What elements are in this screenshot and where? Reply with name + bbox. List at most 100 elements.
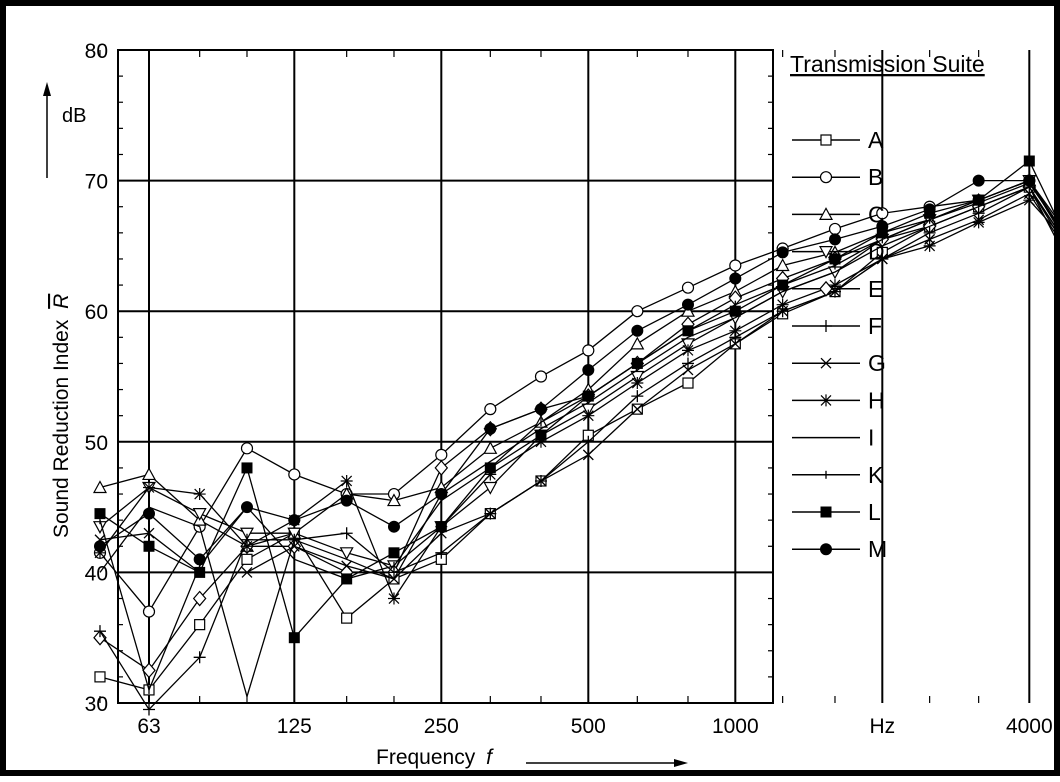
data-point: [93, 540, 106, 553]
data-point: [776, 298, 789, 311]
data-point: [876, 252, 889, 265]
data-point: [141, 467, 157, 481]
data-point: [92, 480, 107, 494]
legend-item-A: A: [792, 127, 884, 153]
data-point: [434, 459, 449, 476]
legend-item-E: E: [792, 276, 883, 302]
data-point: [828, 233, 841, 246]
y-axis-symbol: R: [50, 294, 73, 309]
data-point: [339, 547, 354, 561]
legend-item-M: M: [792, 536, 887, 562]
data-point: [631, 390, 644, 403]
data-point: [973, 194, 985, 206]
data-point: [143, 703, 155, 716]
data-point: [193, 651, 206, 664]
data-point: [388, 547, 400, 559]
legend-label: H: [868, 387, 885, 413]
data-point: [340, 494, 353, 507]
series-layer: [92, 155, 1060, 716]
series-line: [99, 199, 1060, 600]
data-point: [820, 543, 832, 556]
data-point: [143, 527, 155, 539]
data-point: [820, 394, 832, 407]
data-point: [240, 501, 253, 514]
series-C: [92, 173, 1060, 552]
legend-label: D: [868, 239, 885, 265]
series-line: [99, 179, 1060, 547]
data-point: [828, 222, 842, 236]
data-point: [680, 338, 695, 352]
data-point: [288, 632, 300, 644]
legend-item-I: I: [792, 425, 874, 451]
y-axis-ticks: 30 40 50 60 70 80: [85, 40, 773, 716]
data-point: [93, 629, 107, 646]
legend-label: A: [868, 127, 884, 153]
data-point: [581, 403, 596, 417]
data-point: [1023, 155, 1035, 167]
data-point: [484, 508, 496, 520]
data-point: [631, 324, 644, 337]
series-K: [99, 179, 1060, 694]
data-point: [1023, 194, 1036, 207]
data-point: [682, 377, 694, 389]
series-F: [93, 181, 1060, 716]
data-point: [923, 239, 936, 252]
data-point: [483, 441, 498, 454]
data-point: [582, 344, 595, 357]
data-point: [972, 174, 985, 187]
data-point: [340, 527, 353, 540]
legend-item-C: C: [792, 201, 885, 227]
series-I: [99, 186, 1060, 699]
x-axis-arrow: [526, 759, 688, 767]
data-point: [534, 403, 547, 416]
legend-item-D: D: [792, 239, 885, 265]
data-point: [193, 553, 206, 566]
data-point: [484, 403, 497, 416]
data-point: [387, 592, 400, 605]
data-point: [435, 488, 448, 501]
data-point: [193, 488, 206, 501]
data-point: [341, 560, 353, 572]
data-point: [93, 625, 106, 638]
legend-label: F: [868, 313, 882, 339]
data-point: [775, 258, 790, 272]
x-tick-label: 63: [137, 715, 160, 738]
series-E: [93, 179, 1060, 679]
data-point: [535, 475, 547, 487]
data-point: [828, 279, 841, 292]
y-tick-label: 30: [85, 693, 108, 716]
legend-item-H: H: [792, 387, 885, 413]
data-point: [240, 442, 254, 455]
data-point: [630, 370, 645, 384]
series-line: [99, 186, 1060, 691]
data-point: [341, 573, 353, 585]
legend-label: M: [868, 536, 887, 562]
data-point: [484, 422, 497, 435]
data-point: [729, 338, 741, 350]
y-tick-label: 80: [85, 40, 108, 63]
x-tick-label: Hz: [869, 715, 895, 738]
x-tick-label: 4000: [1006, 715, 1053, 738]
data-point: [972, 216, 985, 229]
data-point: [435, 521, 447, 533]
x-axis-title: Frequency f: [376, 746, 688, 769]
legend-item-F: F: [792, 313, 882, 339]
data-point: [820, 357, 832, 369]
data-point: [239, 527, 254, 541]
data-point: [631, 377, 644, 390]
legend-label: K: [868, 462, 884, 488]
data-point: [818, 246, 834, 259]
x-axis-label: Frequency: [376, 746, 476, 769]
data-point: [923, 203, 936, 216]
series-A: [94, 181, 1060, 696]
y-axis-label: Sound Reduction Index: [50, 319, 73, 538]
data-point: [820, 134, 832, 146]
x-tick-label: 250: [424, 715, 459, 738]
data-point: [682, 364, 694, 376]
data-point: [192, 590, 207, 607]
legend-title: Transmission Suite: [790, 51, 985, 77]
data-point: [582, 449, 594, 461]
y-tick-label: 60: [85, 301, 108, 324]
data-point: [241, 462, 253, 474]
svg-text:Sound Reduction Index: Sound Reduction Index R: [50, 294, 73, 538]
